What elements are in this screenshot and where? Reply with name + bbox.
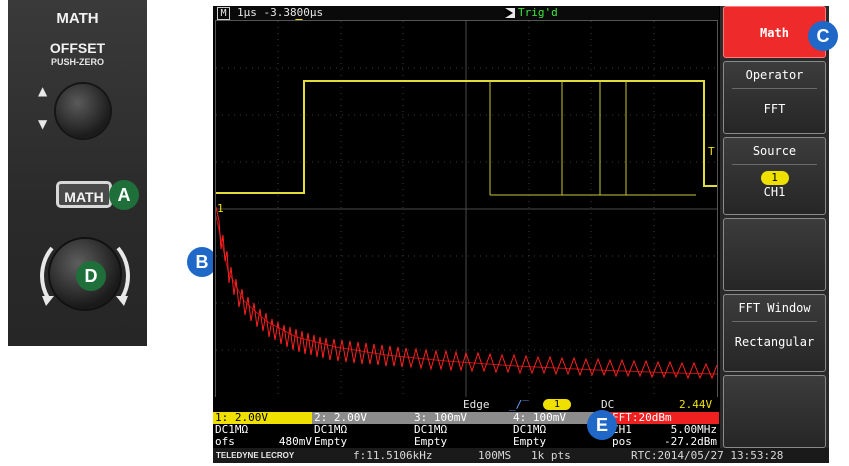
ch4-coupling: DC1MΩ — [513, 423, 547, 436]
callout-badge-e: E — [587, 410, 617, 440]
trigger-info-bar: Edge _/‾ 1 DC 2.44V — [213, 397, 719, 412]
fft-window-title: FFT Window — [738, 301, 811, 315]
fft-label: FFT:20dBm — [610, 412, 719, 424]
trigger-coupling: DC — [601, 398, 615, 411]
fft-source: CH1 — [612, 423, 632, 436]
trigger-level-marker: T — [708, 145, 715, 158]
ch1-info[interactable]: 1: 2.00V DC1MΩ ofs 480mV — [213, 412, 312, 448]
ch2-info[interactable]: 2: 2.00V DC1MΩ Empty — [312, 412, 412, 448]
ch2-label: 2: 2.00V — [312, 412, 412, 424]
waveform-graph — [216, 21, 717, 397]
math-button[interactable]: MATH — [56, 181, 112, 208]
record-length: 1k pts — [531, 449, 571, 462]
trigger-source-badge: 1 — [543, 399, 571, 410]
callout-badge-b: B — [187, 247, 217, 277]
rtc-clock: RTC:2014/05/27 13:53:28 — [631, 449, 784, 462]
ch4-state: Empty — [513, 435, 547, 448]
menu-operator-button[interactable]: Operator FFT — [723, 61, 826, 134]
callout-badge-d: D — [76, 261, 106, 291]
offset-knob[interactable] — [56, 84, 110, 138]
bottom-status-bar: TELEDYNE LECROY f:11.5106kHz 100MS 1k pt… — [213, 448, 829, 463]
menu-empty-button[interactable] — [723, 218, 826, 291]
arrow-up-icon: ▲ — [38, 84, 48, 98]
softkey-menu: Math Operator FFT Source 1 CH1 FFT Windo… — [720, 6, 829, 448]
ch1-offset-label: ofs — [215, 435, 235, 448]
front-panel: MATH OFFSET PUSH-ZERO ▲ ▼ MATH A D — [8, 0, 147, 346]
ch2-coupling: DC1MΩ — [314, 423, 348, 436]
oscilloscope-screen: M 1μs -3.3800μs Trig'd — [213, 6, 829, 463]
menu-fft-window-button[interactable]: FFT Window Rectangular — [723, 294, 826, 372]
play-icon — [505, 8, 513, 18]
fft-window-value: Rectangular — [734, 335, 815, 349]
offset-title: OFFSET — [49, 40, 106, 56]
ch3-info[interactable]: 3: 100mV DC1MΩ Empty — [412, 412, 511, 448]
ch1-jitter-edges — [489, 81, 696, 196]
ch2-state: Empty — [314, 435, 348, 448]
source-value: CH1 — [763, 185, 786, 199]
ch3-coupling: DC1MΩ — [414, 423, 448, 436]
waveform-plot: 1 T — [215, 20, 718, 398]
brand-logo: TELEDYNE LECROY — [216, 451, 295, 460]
channel-info-row: 1: 2.00V DC1MΩ ofs 480mV 2: 2.00V DC1MΩ … — [213, 412, 719, 448]
fft-pos-value: -27.2dBm — [664, 435, 717, 448]
ch1-trace — [216, 80, 717, 194]
rising-edge-icon: _/‾ — [509, 398, 529, 411]
fft-info[interactable]: FFT:20dBm CH1 5.00MHz pos -27.2dBm — [610, 412, 719, 448]
timebase-readout: 1μs -3.3800μs — [237, 6, 324, 19]
ch1-coupling: DC1MΩ — [215, 423, 249, 436]
ch4-info[interactable]: 4: 100mV DC1MΩ Empty — [511, 412, 610, 448]
ch1-label: 1: 2.00V — [213, 412, 312, 424]
trigger-status: Trig'd — [518, 6, 558, 19]
trigger-level-value: 2.44V — [679, 398, 713, 411]
operator-title: Operator — [745, 68, 804, 82]
menu-math-label: Math — [760, 26, 789, 40]
fft-pos-label: pos — [612, 435, 632, 448]
menu-empty-button-2[interactable] — [723, 375, 826, 448]
ch1-ground-marker: 1 — [217, 202, 224, 215]
source-channel-badge: 1 — [760, 171, 789, 185]
mode-indicator: M — [217, 7, 230, 20]
math-section-title: MATH — [56, 10, 99, 27]
operator-value: FFT — [763, 102, 786, 116]
ch4-label: 4: 100mV — [511, 412, 610, 424]
trigger-type: Edge — [463, 398, 490, 411]
ch1-offset-value: 480mV — [278, 435, 312, 448]
offset-subtitle: PUSH-ZERO — [50, 57, 104, 67]
source-title: Source — [752, 144, 797, 158]
sample-rate: 100MS — [478, 449, 512, 462]
menu-source-button[interactable]: Source 1 CH1 — [723, 137, 826, 215]
rotate-arrows-icon — [40, 246, 130, 306]
arrow-down-icon: ▼ — [38, 117, 48, 131]
ch3-state: Empty — [414, 435, 448, 448]
callout-badge-a: A — [109, 180, 139, 210]
top-status-bar: M 1μs -3.3800μs Trig'd — [213, 6, 719, 24]
fft-center-freq: 5.00MHz — [670, 423, 717, 436]
frequency-readout: f:11.5106kHz — [353, 449, 433, 462]
ch3-label: 3: 100mV — [412, 412, 511, 424]
callout-badge-c: C — [808, 21, 838, 51]
